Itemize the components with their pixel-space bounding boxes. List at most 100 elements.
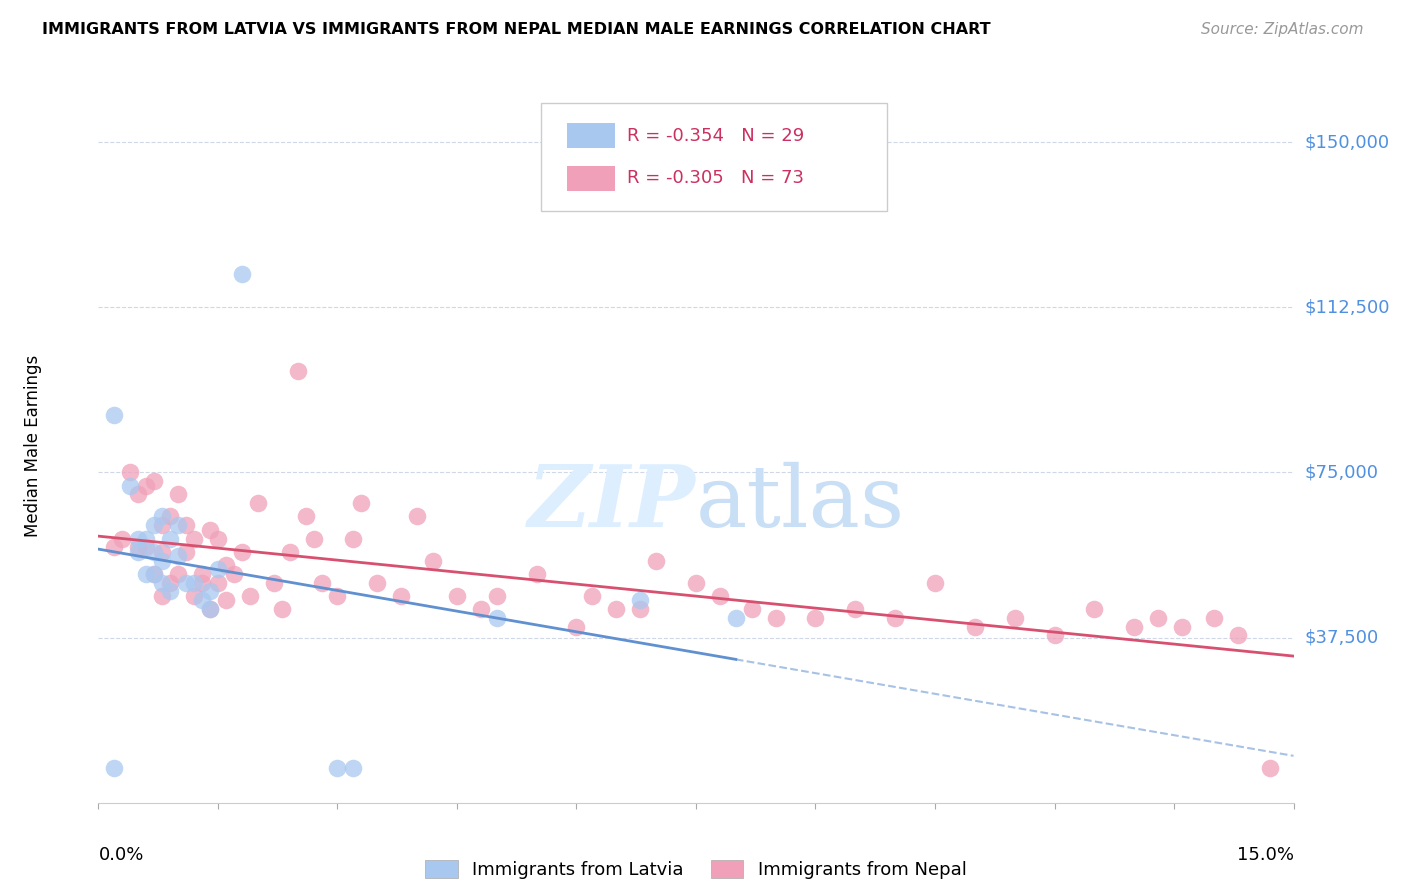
Point bbox=[183, 589, 205, 603]
Point bbox=[150, 553, 173, 567]
Point bbox=[294, 509, 316, 524]
Point bbox=[191, 575, 214, 590]
Text: $37,500: $37,500 bbox=[1305, 629, 1379, 647]
Point bbox=[605, 602, 627, 616]
Point bbox=[231, 545, 253, 559]
Point bbox=[174, 575, 197, 590]
Point bbox=[1123, 619, 1146, 633]
Point bbox=[924, 575, 946, 590]
Point bbox=[174, 518, 197, 533]
Point bbox=[246, 496, 269, 510]
Point bbox=[150, 589, 173, 603]
Text: atlas: atlas bbox=[696, 461, 905, 545]
Point bbox=[150, 575, 173, 590]
Point bbox=[389, 589, 412, 603]
Text: 15.0%: 15.0% bbox=[1236, 846, 1294, 863]
Text: Median Male Earnings: Median Male Earnings bbox=[24, 355, 42, 537]
Point bbox=[198, 523, 221, 537]
Text: $150,000: $150,000 bbox=[1305, 133, 1389, 151]
Point bbox=[422, 553, 444, 567]
Point bbox=[1147, 611, 1170, 625]
Point bbox=[628, 593, 651, 607]
Point bbox=[342, 532, 364, 546]
Point bbox=[1202, 611, 1225, 625]
Point bbox=[167, 549, 190, 563]
Point bbox=[270, 602, 292, 616]
Point bbox=[884, 611, 907, 625]
Point bbox=[135, 478, 157, 492]
Point bbox=[111, 532, 134, 546]
Point bbox=[350, 496, 373, 510]
Point bbox=[565, 619, 588, 633]
Point bbox=[685, 575, 707, 590]
Point bbox=[143, 566, 166, 581]
Point bbox=[302, 532, 325, 546]
Legend: Immigrants from Latvia, Immigrants from Nepal: Immigrants from Latvia, Immigrants from … bbox=[418, 853, 974, 887]
Bar bbox=[567, 123, 614, 148]
Point bbox=[222, 566, 245, 581]
Point bbox=[326, 760, 349, 774]
Text: R = -0.354   N = 29: R = -0.354 N = 29 bbox=[627, 127, 804, 145]
Point bbox=[724, 611, 747, 625]
Point bbox=[366, 575, 388, 590]
Point bbox=[167, 518, 190, 533]
Point bbox=[844, 602, 866, 616]
Point bbox=[1258, 760, 1281, 774]
Point bbox=[143, 545, 166, 559]
Point bbox=[645, 553, 668, 567]
Point bbox=[159, 509, 181, 524]
Point bbox=[311, 575, 333, 590]
Point bbox=[167, 487, 190, 501]
Point bbox=[470, 602, 492, 616]
Point bbox=[485, 589, 508, 603]
Text: 0.0%: 0.0% bbox=[98, 846, 143, 863]
Point bbox=[183, 575, 205, 590]
Point bbox=[263, 575, 285, 590]
Point bbox=[143, 566, 166, 581]
Point bbox=[127, 545, 149, 559]
Point bbox=[120, 466, 142, 480]
Point bbox=[215, 593, 238, 607]
Point bbox=[765, 611, 787, 625]
Text: $75,000: $75,000 bbox=[1305, 464, 1379, 482]
Point bbox=[198, 602, 221, 616]
Point bbox=[215, 558, 238, 572]
Point bbox=[1226, 628, 1249, 642]
Point bbox=[135, 532, 157, 546]
Point bbox=[231, 267, 253, 281]
Point bbox=[804, 611, 827, 625]
Point bbox=[191, 593, 214, 607]
Point bbox=[239, 589, 262, 603]
Point bbox=[103, 408, 125, 422]
Point bbox=[581, 589, 603, 603]
Point bbox=[198, 584, 221, 599]
Point bbox=[326, 589, 349, 603]
Point bbox=[628, 602, 651, 616]
Point bbox=[167, 566, 190, 581]
Text: Source: ZipAtlas.com: Source: ZipAtlas.com bbox=[1201, 22, 1364, 37]
Point bbox=[143, 475, 166, 489]
Point bbox=[207, 562, 229, 576]
Text: ZIP: ZIP bbox=[529, 461, 696, 545]
Point bbox=[963, 619, 986, 633]
Point bbox=[526, 566, 548, 581]
Point bbox=[150, 545, 173, 559]
Point bbox=[278, 545, 301, 559]
Point bbox=[183, 532, 205, 546]
Point bbox=[198, 602, 221, 616]
Point bbox=[135, 541, 157, 555]
Point bbox=[120, 478, 142, 492]
Text: $112,500: $112,500 bbox=[1305, 298, 1391, 317]
Point bbox=[1171, 619, 1194, 633]
Point bbox=[485, 611, 508, 625]
Point bbox=[150, 518, 173, 533]
Point bbox=[143, 518, 166, 533]
Point bbox=[207, 532, 229, 546]
Point bbox=[159, 584, 181, 599]
Point bbox=[406, 509, 429, 524]
Point bbox=[191, 566, 214, 581]
Point bbox=[446, 589, 468, 603]
Point bbox=[127, 532, 149, 546]
Point bbox=[159, 575, 181, 590]
Point bbox=[159, 532, 181, 546]
